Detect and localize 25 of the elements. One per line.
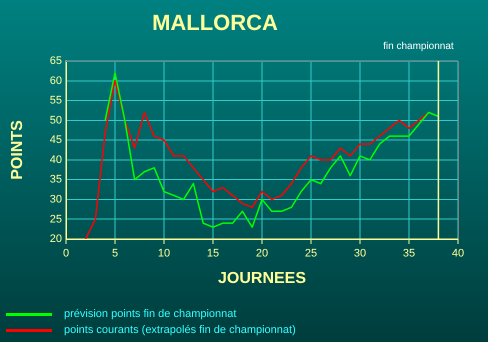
y-tick-label: 55 [50,94,62,107]
x-tick-label: 20 [256,248,268,260]
x-tick-label: 40 [452,248,464,260]
x-tick-label: 25 [304,248,318,260]
y-axis-title: POINTS [9,120,26,180]
y-tick-label: 30 [50,193,62,206]
y-tick-label: 45 [50,134,62,146]
x-tick-label: 0 [62,248,70,260]
y-tick-label: 65 [50,55,62,68]
y-tick-label: 20 [50,233,62,246]
y-tick-label: 60 [50,74,62,87]
y-tick-label: 25 [50,213,62,226]
x-tick-label: 35 [402,248,416,260]
y-tick-label: 50 [50,114,62,126]
x-axis-title: JOURNEES [218,270,306,287]
x-tick-label: 10 [158,248,170,260]
legend-label: points courants (extrapolés fin de championnat) [64,324,296,336]
y-tick-label: 40 [50,154,62,166]
x-tick-label: 15 [206,248,220,260]
y-tick-label: 35 [50,174,62,186]
x-tick-label: 5 [112,248,118,260]
legend-label: prévision points fin de championnat [64,308,236,320]
x-tick-label: 30 [354,248,366,260]
ref-line-label: fin championnat [383,40,454,52]
chart-title: MALLORCA [151,10,279,36]
